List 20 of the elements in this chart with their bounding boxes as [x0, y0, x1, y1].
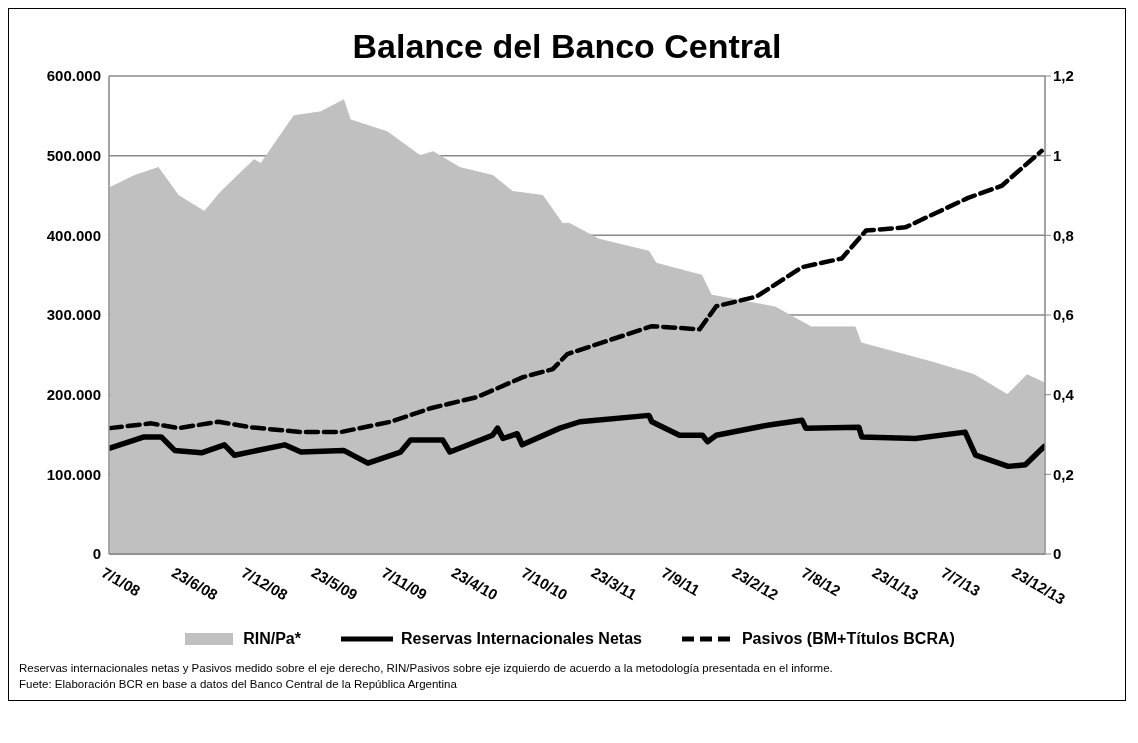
- y2-tick-label: 1,2: [1053, 67, 1074, 85]
- chart-title: Balance del Banco Central: [351, 27, 783, 66]
- y2-tick-label: 1: [1053, 146, 1062, 164]
- legend-label: Pasivos (BM+Títulos BCRA): [741, 630, 955, 648]
- y-tick-label: 300.000: [46, 306, 101, 324]
- y-tick-label: 400.000: [46, 226, 101, 244]
- y2-tick-label: 0,6: [1053, 306, 1074, 324]
- y2-tick-label: 0: [1053, 545, 1062, 563]
- legend-label: Reservas Internacionales Netas: [400, 630, 642, 648]
- y-tick-label: 500.000: [46, 146, 101, 164]
- text: Reservas internacionales netas y Pasivos medido sobre el eje derecho, RIN/Pasivos sobre eje izquierdo de acuerdo a la metodología presentada en el informe.: [19, 661, 834, 676]
- y-tick-label: 0: [92, 545, 101, 563]
- y2-tick-label: 0,2: [1053, 465, 1074, 483]
- y-tick-label: 600.000: [46, 67, 101, 85]
- y-tick-label: 200.000: [46, 385, 101, 403]
- y2-tick-label: 0,8: [1053, 226, 1074, 244]
- text: Fuete: Elaboración BCR en base a datos del Banco Central de la República Argentina: [19, 677, 458, 692]
- legend-label: RIN/Pa*: [243, 630, 301, 648]
- y-tick-label: 100.000: [46, 465, 101, 483]
- y2-tick-label: 0,4: [1053, 385, 1075, 403]
